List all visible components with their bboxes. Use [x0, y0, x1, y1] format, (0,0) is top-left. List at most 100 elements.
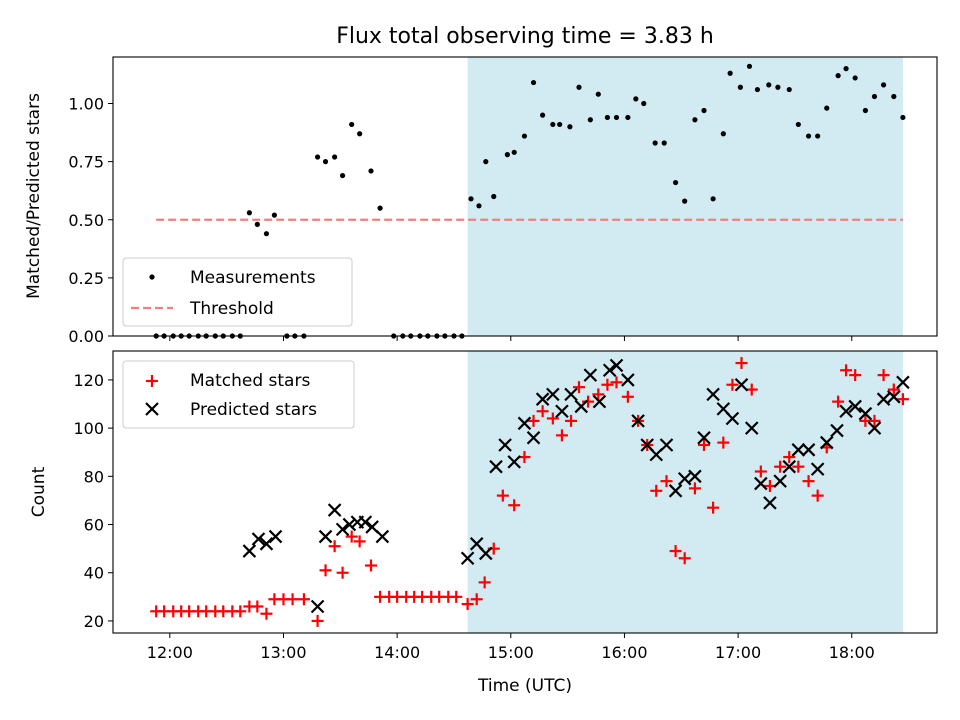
predicted-star-point [507, 455, 521, 469]
measurement-point [862, 107, 868, 114]
measurement-point [786, 86, 792, 93]
legend-predicted-marker [145, 402, 159, 416]
x-axis-label: Time (UTC) [477, 676, 572, 696]
predicted-star-point [592, 394, 607, 409]
predicted-star-point [725, 411, 740, 426]
observing-window-shade [467, 57, 903, 336]
bottom-panel: 20 40 60 80 100 120 12:00 13:00 14:00 15:00 16:00… [29, 350, 938, 696]
measurement-point [835, 73, 841, 79]
measurement-point [468, 196, 474, 202]
matched-star-point [364, 559, 377, 572]
matched-star-point [461, 598, 474, 611]
measurement-point [357, 131, 363, 137]
y-tick-label: 0.50 [68, 211, 104, 230]
matched-star-point [774, 460, 787, 473]
top-x-ticks [169, 336, 853, 341]
matched-star-point [896, 393, 909, 406]
legend-measurements-label: Measurements [190, 268, 316, 288]
predicted-star-point [564, 387, 578, 402]
top-y-ticks: 0.00 0.25 0.50 0.75 1.00 [68, 95, 113, 346]
measurement-point [661, 140, 667, 146]
predicted-star-point [858, 406, 873, 421]
measurement-point [727, 70, 733, 76]
predicted-star-point [773, 474, 787, 488]
matched-star-point [868, 414, 881, 427]
measurement-point [254, 221, 260, 227]
matched-star-point [669, 545, 682, 558]
bottom-y-axis-label: Count [29, 466, 49, 517]
matched-star-point [726, 378, 739, 391]
matched-star-point [610, 376, 623, 389]
measurement-point [672, 179, 679, 186]
matched-star-point [260, 607, 273, 620]
predicted-star-point [583, 368, 598, 382]
top-legend: Measurements Threshold [122, 257, 353, 327]
matched-star-point [527, 414, 540, 427]
matched-star-point [353, 535, 366, 548]
measurement-point [587, 117, 593, 123]
x-tick-label: 18:00 [829, 643, 875, 662]
measurement-point [815, 133, 821, 139]
measurement-point [625, 114, 631, 121]
measurement-point [775, 84, 781, 90]
legend-measurement-marker [149, 274, 155, 280]
y-tick-label: 60 [84, 516, 104, 535]
measurement-point [595, 91, 601, 97]
matched-star-point [319, 564, 332, 577]
predicted-star-point [358, 515, 373, 529]
measurement-point [871, 93, 878, 100]
predicted-star-point [318, 529, 333, 544]
predicted-star-point [526, 430, 541, 445]
observing-window-shade-bottom [467, 351, 903, 633]
measurement-point [746, 63, 753, 69]
measurement-point [852, 75, 858, 81]
bottom-y-ticks: 20 40 60 80 100 120 [73, 371, 113, 631]
predicted-star-point [375, 529, 390, 544]
measurement-point [710, 196, 716, 202]
measurement-point [795, 121, 801, 128]
predicted-star-point [535, 392, 550, 406]
top-y-axis-label: Matched/Predicted stars [24, 93, 44, 299]
matched-star-point [555, 429, 568, 442]
predicted-star-point [801, 443, 816, 457]
measurement-point [530, 79, 537, 86]
matched-star-point [783, 451, 796, 464]
predicted-star-point [268, 529, 283, 544]
measurement-point [701, 107, 707, 114]
measurement-point [314, 154, 321, 160]
matched-star-point [832, 395, 845, 408]
measurement-point [511, 149, 517, 155]
x-tick-label: 14:00 [374, 643, 420, 662]
legend-threshold-label: Threshold [189, 299, 274, 319]
measurement-point [377, 205, 383, 211]
measurement-point [339, 172, 346, 179]
y-tick-label: 40 [84, 564, 104, 583]
measurement-point [246, 210, 252, 216]
predicted-star-point [631, 414, 645, 428]
measurement-point [880, 82, 887, 88]
predicted-star-point [706, 387, 720, 402]
predicted-star-point [460, 551, 475, 566]
predicted-star-point [489, 459, 503, 474]
measurement-point [613, 114, 620, 121]
x-tick-label: 13:00 [260, 643, 306, 662]
top-panel: 0.00 0.25 0.50 0.75 1.00 Matched/Predicted s… [24, 56, 938, 346]
chart-title: Flux total observing time = 3.83 h [336, 24, 714, 49]
predicted-star-point [327, 503, 342, 517]
predicted-star-point [335, 522, 350, 537]
measurement-point [483, 159, 489, 165]
predicted-star-point [867, 421, 882, 435]
y-tick-label: 80 [84, 467, 104, 486]
matched-star-point [234, 605, 247, 618]
matched-star-point [345, 530, 358, 543]
measurement-point [349, 121, 355, 128]
measurement-point [891, 93, 897, 100]
predicted-star-point [498, 438, 512, 452]
matched-star-point [286, 593, 299, 606]
measurement-point [682, 198, 688, 204]
y-tick-label: 1.00 [68, 95, 104, 114]
y-tick-label: 120 [73, 371, 104, 390]
measurement-point [824, 105, 830, 111]
predicted-star-point [830, 423, 844, 438]
legend-matched-label: Matched stars [190, 371, 310, 391]
